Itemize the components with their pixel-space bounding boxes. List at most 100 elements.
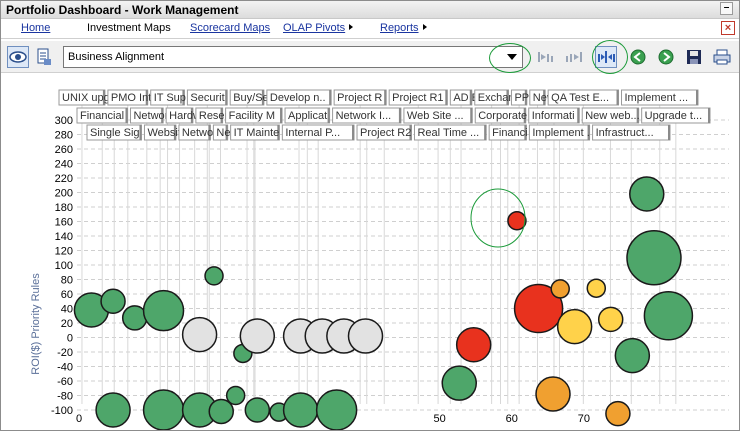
bubble-green[interactable] bbox=[315, 389, 358, 430]
bubble-label[interactable]: Infrastruct... bbox=[596, 127, 654, 139]
bubble-label[interactable]: PMO Int bbox=[111, 92, 151, 104]
bubble-label-shadow bbox=[329, 90, 332, 105]
bubble-label[interactable]: Single Sig bbox=[90, 127, 140, 139]
bubble-gray[interactable] bbox=[181, 316, 218, 353]
bubble-label[interactable]: Websit bbox=[147, 127, 180, 139]
bubble-green[interactable] bbox=[244, 397, 271, 423]
bubble-label-shadow bbox=[469, 90, 472, 105]
bubble-label[interactable]: Upgrade t... bbox=[645, 110, 702, 122]
bubble-yellow[interactable] bbox=[556, 308, 593, 345]
bubble-gray[interactable] bbox=[347, 318, 384, 354]
bubble-label[interactable]: Web Site ... bbox=[407, 110, 464, 122]
add-green-icon[interactable] bbox=[627, 46, 649, 68]
nav-home[interactable]: Home bbox=[21, 22, 51, 34]
bubble-gray[interactable] bbox=[239, 318, 276, 354]
bubble-label[interactable]: Applicat bbox=[288, 110, 327, 122]
bubble-label[interactable]: Implement ... bbox=[625, 92, 689, 104]
bubble-green[interactable] bbox=[100, 288, 126, 314]
bubble-label[interactable]: Internal P... bbox=[285, 127, 340, 139]
view-select[interactable]: Business Alignment bbox=[63, 46, 523, 68]
bubble-red[interactable] bbox=[455, 327, 492, 363]
bubble-label[interactable]: Securit bbox=[190, 92, 224, 104]
x-tick-label: 70 bbox=[578, 413, 590, 425]
bubble-green[interactable] bbox=[225, 385, 246, 406]
bubble-label-shadow bbox=[636, 108, 639, 123]
bubble-red[interactable] bbox=[513, 283, 564, 334]
bubble-label[interactable]: Networ bbox=[133, 110, 168, 122]
bubble-green[interactable] bbox=[208, 398, 234, 425]
save-icon[interactable] bbox=[683, 46, 705, 68]
bubble-label[interactable]: Exchan bbox=[478, 92, 515, 104]
bubble-green[interactable] bbox=[204, 266, 224, 286]
x-axis-ticks: 0 50 60 70 bbox=[76, 413, 590, 425]
bubble-red[interactable] bbox=[507, 211, 527, 231]
nav-olap-pivots[interactable]: OLAP Pivots bbox=[283, 22, 354, 34]
chevron-right-icon bbox=[349, 24, 354, 30]
bubble-label[interactable]: Corporate bbox=[478, 110, 527, 122]
bubble-label[interactable]: New web... bbox=[585, 110, 639, 122]
bubble-label[interactable]: Network I... bbox=[336, 110, 392, 122]
nav-olap-pivots-label[interactable]: OLAP Pivots bbox=[283, 22, 346, 34]
bubble-label[interactable]: Real Time ... bbox=[417, 127, 479, 139]
nav-scorecard-maps[interactable]: Scorecard Maps bbox=[190, 22, 271, 34]
bubble-label[interactable]: IT Mainte bbox=[234, 127, 280, 139]
y-tick-label: 180 bbox=[55, 202, 73, 214]
bubble-label[interactable]: Implement . bbox=[532, 127, 589, 139]
bubble-green[interactable] bbox=[614, 337, 651, 374]
bubble-label[interactable]: Buy/Se bbox=[233, 92, 268, 104]
bubble-green[interactable] bbox=[629, 176, 665, 212]
bubble-label[interactable]: Financi bbox=[492, 127, 527, 139]
bubble-label[interactable]: Project R2 bbox=[360, 127, 411, 139]
document-icon[interactable] bbox=[33, 46, 55, 68]
bubble-label[interactable]: Develop n.. bbox=[270, 92, 326, 104]
bubble-green[interactable] bbox=[626, 230, 682, 286]
nav-investment-maps[interactable]: Investment Maps bbox=[87, 22, 171, 34]
bubble-green[interactable] bbox=[441, 365, 477, 401]
move-left-icon[interactable] bbox=[535, 46, 557, 68]
bubble-orange[interactable] bbox=[535, 376, 571, 412]
bubble-label-shadow bbox=[577, 108, 580, 123]
bubble-label-shadow bbox=[139, 125, 142, 140]
y-tick-label: 0 bbox=[67, 333, 73, 345]
close-icon[interactable]: × bbox=[721, 21, 735, 35]
bubble-label-shadow bbox=[182, 90, 185, 105]
bubble-green[interactable] bbox=[643, 291, 694, 341]
bubble-label-shadow bbox=[524, 125, 527, 140]
bubble-label[interactable]: QA Test E... bbox=[551, 92, 609, 104]
print-icon[interactable] bbox=[711, 46, 733, 68]
bubble-label-shadow bbox=[398, 108, 401, 123]
bubble-label[interactable]: IT Sup bbox=[154, 92, 186, 104]
bubble-green[interactable] bbox=[95, 392, 131, 428]
bubble-label[interactable]: Project R bbox=[337, 92, 382, 104]
x-tick-label: 0 bbox=[76, 413, 82, 425]
bubble-green[interactable] bbox=[142, 289, 185, 332]
bubble-label-shadow bbox=[543, 90, 546, 105]
move-right-icon[interactable] bbox=[563, 46, 585, 68]
eye-icon[interactable] bbox=[7, 46, 29, 68]
bubble-orange[interactable] bbox=[550, 279, 570, 299]
bubble-yellow[interactable] bbox=[586, 278, 607, 298]
bubble-label-shadow bbox=[220, 108, 223, 123]
bubble-label[interactable]: Hardw bbox=[169, 110, 201, 122]
bubble-label[interactable]: AD E bbox=[453, 92, 479, 104]
bubble-label[interactable]: UNIX upg bbox=[62, 92, 110, 104]
bubble-green[interactable] bbox=[142, 389, 185, 430]
nav-reports-label[interactable]: Reports bbox=[380, 22, 419, 34]
y-tick-label: 160 bbox=[55, 217, 73, 229]
bubble-label[interactable]: Facility M bbox=[229, 110, 275, 122]
nav-reports[interactable]: Reports bbox=[380, 22, 427, 34]
bubble-yellow[interactable] bbox=[597, 306, 624, 333]
bubble-label[interactable]: Networ bbox=[182, 127, 217, 139]
y-tick-label: 140 bbox=[55, 231, 73, 243]
refresh-green-icon[interactable] bbox=[655, 46, 677, 68]
bubble-label-shadow bbox=[280, 108, 283, 123]
bubble-label-box bbox=[58, 89, 106, 106]
bubble-label[interactable]: Informati bbox=[532, 110, 575, 122]
bubble-label[interactable]: Project R1 bbox=[392, 92, 443, 104]
x-tick-label: 50 bbox=[433, 413, 445, 425]
bubble-orange[interactable] bbox=[605, 400, 631, 427]
bubble-label[interactable]: Financial bbox=[80, 110, 124, 122]
bubble-green[interactable] bbox=[282, 392, 319, 428]
minimize-icon[interactable]: – bbox=[720, 2, 733, 15]
bubble-label[interactable]: Reser bbox=[199, 110, 229, 122]
